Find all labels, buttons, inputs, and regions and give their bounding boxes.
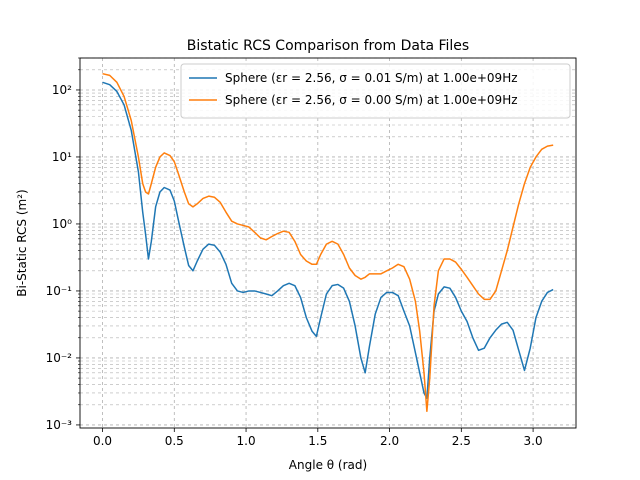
x-tick-label: 1.5 <box>308 434 327 448</box>
chart-title: Bistatic RCS Comparison from Data Files <box>187 38 469 54</box>
y-tick-label: 10² <box>52 83 72 97</box>
y-tick-label: 10⁻¹ <box>46 284 73 298</box>
y-tick-label: 10¹ <box>52 150 72 164</box>
y-tick-label: 10⁻³ <box>46 418 73 432</box>
plot-frame <box>79 57 577 429</box>
y-tick-label: 10⁰ <box>52 217 72 231</box>
axis-ticks: 0.0 0.5 1.0 1.5 2.0 2.5 3.0 10⁻³ 10⁻² 10⁻¹ 10⁰ 10¹ 1… <box>46 57 543 448</box>
x-tick-label: 2.5 <box>452 434 471 448</box>
x-tick-label: 0.0 <box>93 434 112 448</box>
x-tick-label: 1.0 <box>237 434 256 448</box>
legend-box <box>180 63 571 119</box>
series-line-1 <box>102 81 554 400</box>
legend-label-2: Sphere (εr = 2.56, σ = 0.00 S/m) at 1.00… <box>225 93 518 107</box>
y-tick-label: 10⁻² <box>46 351 73 365</box>
legend: Sphere (εr = 2.56, σ = 0.01 S/m) at 1.00… <box>180 63 571 119</box>
x-tick-label: 0.5 <box>165 434 184 448</box>
x-tick-label: 2.0 <box>380 434 399 448</box>
series-line-2 <box>102 72 554 413</box>
y-axis-label: Bi-Static RCS (m²) <box>15 189 29 296</box>
x-tick-label: 3.0 <box>524 434 543 448</box>
legend-label-1: Sphere (εr = 2.56, σ = 0.01 S/m) at 1.00… <box>225 71 518 85</box>
series-lines <box>102 72 554 413</box>
x-axis-label: Angle θ (rad) <box>289 458 367 472</box>
